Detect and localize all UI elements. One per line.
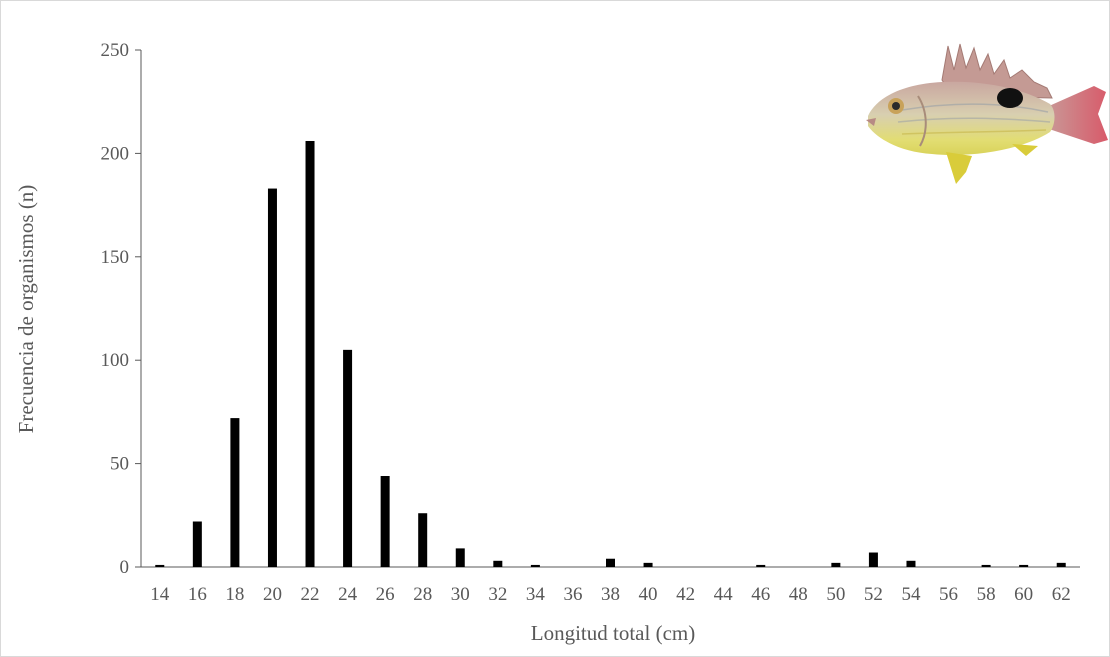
- bar-58: [981, 564, 991, 567]
- x-tick-label: 54: [901, 584, 921, 605]
- bar-40: [643, 562, 653, 567]
- y-axis-title: Frecuencia de organismos (n): [14, 185, 38, 434]
- y-tick-label: 200: [101, 143, 130, 164]
- bar-30: [455, 548, 465, 567]
- bar-18: [230, 418, 240, 567]
- x-tick-label: 46: [751, 584, 770, 605]
- bar-46: [756, 564, 766, 567]
- x-tick-label: 28: [413, 584, 432, 605]
- bar-50: [831, 562, 841, 567]
- bar-26: [380, 476, 390, 567]
- x-tick-label: 62: [1052, 584, 1071, 605]
- bar-32: [493, 560, 503, 567]
- y-tick-label: 250: [101, 40, 130, 61]
- bar-34: [530, 564, 540, 567]
- x-tick-label: 42: [676, 584, 695, 605]
- x-tick-label: 14: [150, 584, 170, 605]
- x-tick-label: 32: [488, 584, 507, 605]
- x-tick-label: 48: [789, 584, 808, 605]
- x-axis-title: Longitud total (cm): [531, 621, 695, 645]
- x-tick-label: 60: [1014, 584, 1033, 605]
- x-tick-label: 58: [977, 584, 996, 605]
- bar-60: [1019, 564, 1029, 567]
- bar-24: [343, 349, 353, 567]
- x-tick-label: 22: [301, 584, 320, 605]
- bar-28: [418, 513, 428, 567]
- x-tick-label: 18: [225, 584, 244, 605]
- fish-illustration-icon: [866, 43, 1108, 184]
- x-tick-label: 30: [451, 584, 470, 605]
- x-tick-label: 26: [376, 584, 395, 605]
- x-tick-label: 38: [601, 584, 620, 605]
- bar-52: [868, 552, 878, 567]
- x-tick-label: 16: [188, 584, 207, 605]
- x-tick-label: 36: [563, 584, 582, 605]
- x-tick-label: 20: [263, 584, 282, 605]
- x-tick-label: 24: [338, 584, 358, 605]
- bar-54: [906, 560, 916, 567]
- y-tick-label: 150: [101, 247, 130, 268]
- x-axis: 14 16 18 20 22 24 26 28 30 32 34 36 38 40 42 44 46 48 50 52…: [141, 566, 1080, 605]
- x-tick-label: 50: [826, 584, 845, 605]
- y-tick-label: 50: [110, 454, 129, 475]
- y-tick-label: 100: [101, 350, 130, 371]
- x-tick-label: 34: [526, 584, 546, 605]
- bar-20: [267, 188, 277, 567]
- bar-62: [1056, 562, 1066, 567]
- bar-16: [192, 521, 202, 567]
- y-tick-label: 0: [120, 557, 130, 578]
- x-tick-label: 40: [639, 584, 658, 605]
- x-tick-label: 52: [864, 584, 883, 605]
- x-tick-label: 44: [714, 584, 734, 605]
- bar-38: [606, 558, 615, 567]
- bar-14: [155, 564, 165, 567]
- bar-22: [305, 140, 315, 567]
- y-axis: 0 50 100 150 200 250: [101, 40, 142, 578]
- x-tick-label: 56: [939, 584, 958, 605]
- bars: [155, 140, 1066, 567]
